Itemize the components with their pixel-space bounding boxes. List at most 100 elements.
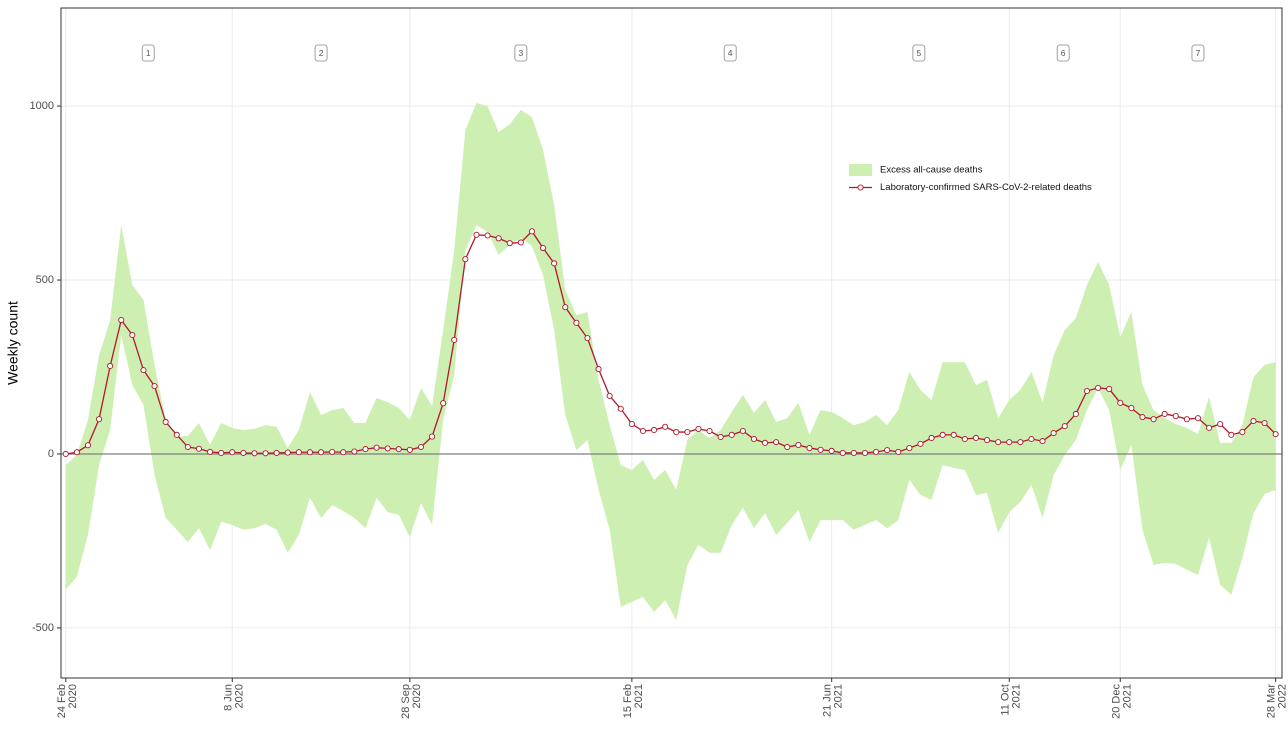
point — [1017, 439, 1024, 446]
legend-swatch-point — [857, 184, 864, 191]
legend-swatch — [849, 164, 872, 176]
point — [473, 231, 480, 238]
point — [961, 435, 968, 443]
point — [462, 256, 469, 263]
x-tick-label-line: 2022 — [1277, 684, 1288, 708]
x-tick-label: 24 Feb2020 — [56, 684, 79, 718]
point — [1172, 413, 1179, 420]
point — [984, 437, 991, 444]
point — [717, 433, 724, 440]
point — [1206, 424, 1213, 431]
wave-label-box — [514, 44, 528, 62]
point — [573, 319, 580, 326]
point — [207, 448, 214, 455]
x-tick-label: 21 Jun2021 — [822, 684, 845, 717]
point — [617, 405, 624, 412]
point — [639, 427, 647, 435]
point — [262, 450, 269, 457]
point — [1128, 405, 1135, 412]
x-tick-label: 8 Jun2020 — [222, 684, 245, 711]
wave-label-box — [1191, 44, 1205, 62]
point — [362, 446, 369, 453]
point — [384, 445, 391, 452]
point — [162, 418, 169, 426]
point — [306, 449, 314, 456]
point — [1194, 415, 1202, 422]
wave-label-box — [1056, 44, 1070, 62]
point — [684, 429, 691, 436]
point — [773, 439, 780, 446]
x-tick-label-line: 2020 — [67, 684, 79, 708]
point — [950, 431, 957, 438]
point — [528, 228, 536, 235]
point — [429, 433, 436, 440]
point — [1272, 431, 1279, 438]
wave-label: 4 — [728, 48, 733, 58]
point — [1217, 421, 1224, 428]
point — [195, 445, 203, 452]
x-tick-label-line: 2020 — [233, 684, 245, 708]
x-tick-label-line: 2021 — [633, 684, 645, 708]
point — [151, 383, 158, 390]
x-tick-label: 28 Mar2022 — [1266, 684, 1288, 719]
point — [451, 336, 458, 343]
point — [540, 244, 547, 252]
point — [806, 445, 813, 452]
point — [484, 232, 491, 239]
point — [706, 427, 713, 435]
point — [595, 366, 602, 373]
point — [972, 434, 980, 442]
point — [395, 446, 402, 453]
point — [1183, 416, 1190, 423]
y-axis-label: Weekly count — [5, 301, 21, 385]
point — [1028, 435, 1035, 443]
point — [884, 447, 891, 454]
legend-label: Laboratory-confirmed SARS-CoV-2-related … — [880, 182, 1092, 193]
wave-label: 7 — [1196, 48, 1201, 58]
point — [673, 429, 680, 436]
wave-label: 1 — [146, 48, 151, 58]
point — [662, 423, 669, 430]
point — [795, 441, 802, 448]
point — [351, 448, 358, 455]
point — [417, 443, 425, 451]
wave-label: 3 — [518, 48, 523, 58]
point — [373, 444, 380, 451]
point — [939, 431, 946, 438]
point — [695, 425, 702, 432]
wave-label-box — [314, 44, 328, 62]
excess-band — [65, 102, 1276, 620]
point — [906, 445, 913, 452]
point — [1228, 431, 1235, 438]
wave-label: 6 — [1061, 48, 1066, 58]
point — [651, 426, 658, 434]
point — [551, 260, 558, 267]
point — [850, 449, 857, 456]
point — [562, 304, 569, 311]
point — [739, 427, 746, 435]
point — [517, 239, 524, 246]
point — [440, 400, 447, 407]
point — [1106, 385, 1113, 392]
point — [1250, 417, 1257, 424]
legend-label: Excess all-cause deaths — [880, 165, 983, 176]
x-tick-label-line: 24 Feb — [56, 684, 68, 718]
point — [895, 448, 902, 455]
point — [406, 446, 413, 453]
point — [1072, 410, 1079, 418]
point — [628, 421, 635, 428]
point — [495, 235, 502, 242]
wave-label: 2 — [319, 48, 324, 58]
point — [273, 449, 280, 456]
point — [340, 449, 347, 456]
x-tick-label-line: 28 Mar — [1266, 684, 1278, 719]
x-tick-label: 20 Dec2021 — [1110, 684, 1133, 719]
point — [917, 440, 924, 447]
x-tick-label-line: 21 Jun — [822, 684, 834, 717]
x-tick-label-line: 11 Oct — [999, 684, 1011, 716]
point — [229, 449, 236, 456]
point — [839, 449, 846, 456]
point — [1039, 438, 1046, 445]
point — [506, 240, 513, 247]
point — [1061, 423, 1068, 430]
